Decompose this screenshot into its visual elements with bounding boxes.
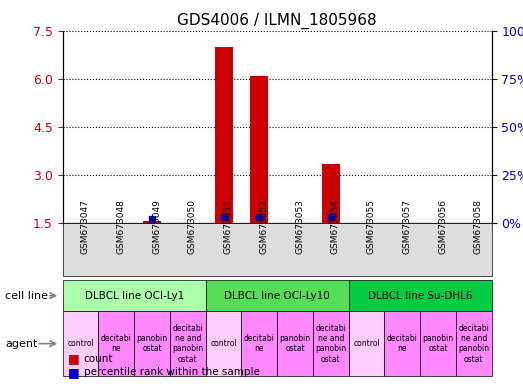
Text: control: control	[67, 339, 94, 348]
Text: panobin
ostat: panobin ostat	[423, 334, 453, 353]
Text: ■: ■	[68, 366, 79, 379]
Title: GDS4006 / ILMN_1805968: GDS4006 / ILMN_1805968	[177, 13, 377, 29]
Text: GSM673053: GSM673053	[295, 199, 304, 254]
Text: decitabi
ne: decitabi ne	[244, 334, 275, 353]
Bar	[214, 47, 233, 223]
Text: decitabi
ne and
panobin
ostat: decitabi ne and panobin ostat	[172, 324, 203, 364]
Text: decitabi
ne: decitabi ne	[387, 334, 418, 353]
Text: agent: agent	[5, 339, 38, 349]
Bar	[143, 221, 161, 223]
Text: GSM673051: GSM673051	[223, 199, 233, 254]
Text: decitabi
ne and
panobin
ostat: decitabi ne and panobin ostat	[315, 324, 346, 364]
Text: control: control	[210, 339, 237, 348]
Text: GSM673052: GSM673052	[259, 199, 268, 254]
Text: GSM673050: GSM673050	[188, 199, 197, 254]
Text: GSM673058: GSM673058	[474, 199, 483, 254]
Text: ■: ■	[68, 353, 79, 366]
Text: percentile rank within the sample: percentile rank within the sample	[84, 367, 259, 377]
Text: GSM673054: GSM673054	[331, 199, 340, 254]
Text: GSM673047: GSM673047	[81, 199, 89, 254]
Text: decitabi
ne: decitabi ne	[101, 334, 132, 353]
Text: cell line: cell line	[5, 291, 48, 301]
Bar	[322, 164, 340, 223]
Text: GSM673057: GSM673057	[402, 199, 411, 254]
Text: panobin
ostat: panobin ostat	[279, 334, 311, 353]
Text: GSM673056: GSM673056	[438, 199, 447, 254]
Text: DLBCL line Su-DHL6: DLBCL line Su-DHL6	[368, 291, 472, 301]
Text: DLBCL line OCI-Ly10: DLBCL line OCI-Ly10	[224, 291, 330, 301]
Text: decitabi
ne and
panobin
ostat: decitabi ne and panobin ostat	[458, 324, 490, 364]
Text: control: control	[353, 339, 380, 348]
Text: panobin
ostat: panobin ostat	[137, 334, 168, 353]
Bar	[251, 76, 268, 223]
Text: count: count	[84, 354, 113, 364]
Text: DLBCL line OCI-Ly1: DLBCL line OCI-Ly1	[85, 291, 184, 301]
Text: GSM673049: GSM673049	[152, 199, 161, 254]
Text: GSM673048: GSM673048	[116, 199, 126, 254]
Text: GSM673055: GSM673055	[367, 199, 376, 254]
